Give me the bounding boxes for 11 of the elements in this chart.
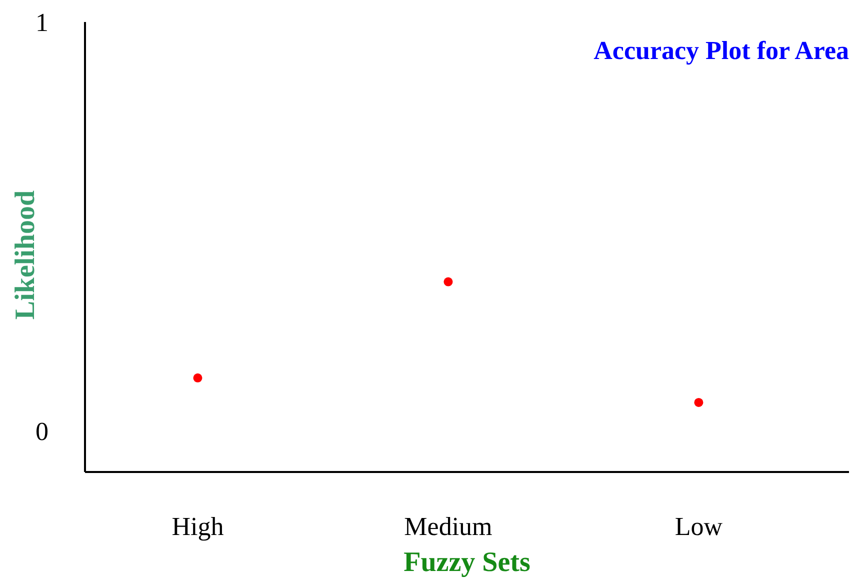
text: Accuracy Plot for Area xyxy=(594,36,849,66)
y-axis-title: Likelihood xyxy=(10,190,42,320)
point xyxy=(444,277,453,286)
x-axis-title: Fuzzy Sets xyxy=(402,547,532,579)
point xyxy=(193,373,202,382)
y-tick-label: 1 xyxy=(36,8,48,37)
x-tick-label: Medium xyxy=(404,512,492,541)
x-tick-label: Low xyxy=(674,512,723,541)
y-tick-label: 0 xyxy=(36,417,48,446)
point xyxy=(694,398,704,407)
x-tick-label: High xyxy=(172,512,224,541)
